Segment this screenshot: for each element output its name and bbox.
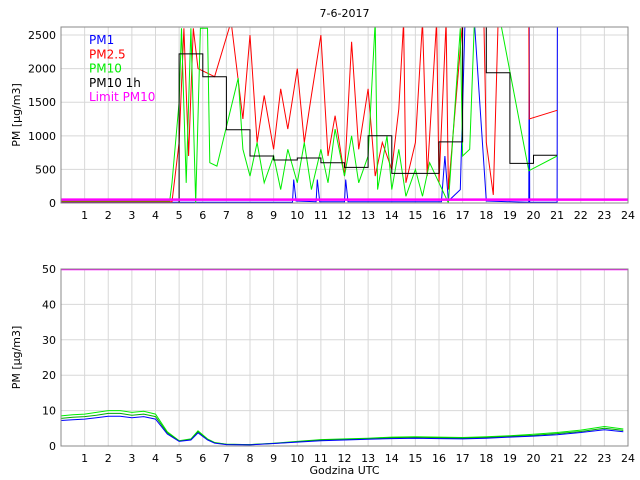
x-tick-label: 4 [152,209,159,222]
x-tick-label: 7 [223,452,230,465]
x-tick-label: 9 [270,452,277,465]
x-tick-label: 18 [479,452,493,465]
x-tick-label: 14 [385,452,399,465]
x-tick-label: 4 [152,452,159,465]
x-axis-label: Godzina UTC [309,464,379,477]
x-tick-label: 12 [338,452,352,465]
plot-0: 1 2 3 4 5 6 7 8 9 10 11 12 13 14 15 16 17 18 19 20 21 22 23 240… [10,7,635,222]
x-tick-label: 19 [503,209,517,222]
x-tick-label: 13 [361,209,375,222]
x-tick-label: 20 [527,452,541,465]
y-tick-label: 0 [49,197,56,210]
x-tick-label: 10 [290,452,304,465]
plot-frame [60,26,629,204]
x-tick-label: 1 [81,452,88,465]
x-tick-label: 9 [270,209,277,222]
plot-1: 1 2 3 4 5 6 7 8 9 10 11 12 13 14 15 16 17 18 19 20 21 22 23 240… [10,263,635,477]
y-tick-label: 1000 [28,130,56,143]
y-tick-label: 500 [35,163,56,176]
y-axis-label: PM [µg/m3] [10,83,23,147]
x-tick-label: 2 [105,209,112,222]
y-tick-label: 10 [42,405,56,418]
x-tick-label: 6 [199,452,206,465]
x-tick-label: 11 [314,209,328,222]
x-tick-label: 20 [527,209,541,222]
x-tick-label: 14 [385,209,399,222]
y-tick-label: 30 [42,334,56,347]
x-tick-label: 5 [176,209,183,222]
series-pm1 [61,415,624,446]
y-tick-label: 40 [42,298,56,311]
y-axis-label: PM [µg/m3] [10,326,23,390]
y-tick-label: 50 [42,263,56,276]
y-tick-label: 1500 [28,96,56,109]
series-pm10-1h [178,27,558,203]
x-tick-label: 8 [247,209,254,222]
x-tick-label: 21 [550,209,564,222]
x-tick-label: 21 [550,452,564,465]
x-tick-label: 3 [128,452,135,465]
x-tick-label: 15 [408,209,422,222]
x-tick-label: 3 [128,209,135,222]
plot-frame [60,268,629,447]
legend-entry: PM1 [89,33,114,47]
x-tick-label: 22 [574,452,588,465]
x-tick-label: 24 [621,209,635,222]
x-tick-label: 23 [597,209,611,222]
x-tick-label: 16 [432,209,446,222]
x-tick-label: 2 [105,452,112,465]
x-tick-label: 1 [81,209,88,222]
legend-entry: PM2.5 [89,47,126,61]
x-tick-label: 6 [199,209,206,222]
x-tick-label: 18 [479,209,493,222]
x-tick-label: 22 [574,209,588,222]
legend-entry: PM10 1h [89,76,141,90]
x-tick-label: 17 [456,452,470,465]
x-tick-label: 16 [432,452,446,465]
series-group [61,269,628,446]
series-pm1 [61,27,558,203]
x-tick-label: 7 [223,209,230,222]
x-tick-label: 8 [247,452,254,465]
x-tick-label: 15 [408,452,422,465]
y-tick-label: 20 [42,369,56,382]
legend-entry: Limit PM10 [89,90,155,104]
x-tick-label: 23 [597,452,611,465]
legend-entry: PM10 [89,62,122,76]
x-tick-label: 17 [456,209,470,222]
x-tick-label: 10 [290,209,304,222]
y-tick-label: 2500 [28,29,56,42]
x-tick-label: 5 [176,452,183,465]
y-tick-label: 0 [49,440,56,453]
series-pm10 [61,27,558,203]
x-tick-label: 19 [503,452,517,465]
y-tick-label: 2000 [28,63,56,76]
series-group [61,27,628,203]
x-tick-label: 13 [361,452,375,465]
x-tick-label: 12 [338,209,352,222]
x-tick-label: 11 [314,452,328,465]
x-tick-label: 24 [621,452,635,465]
chart-title: 7-6-2017 [320,7,370,20]
